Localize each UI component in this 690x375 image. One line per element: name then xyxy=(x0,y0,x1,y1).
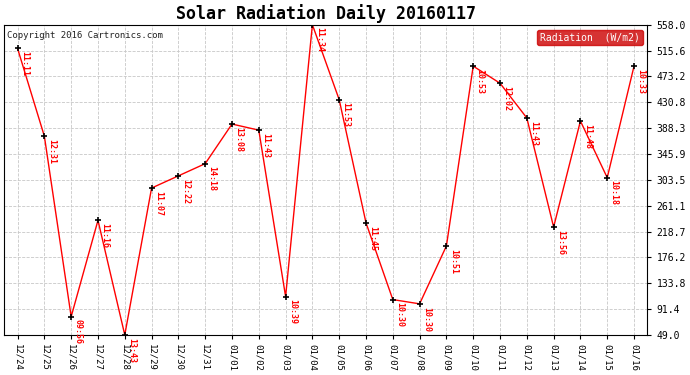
Text: 09:56: 09:56 xyxy=(74,320,83,344)
Text: 10:30: 10:30 xyxy=(395,302,404,327)
Text: 13:43: 13:43 xyxy=(127,338,136,363)
Text: 11:34: 11:34 xyxy=(315,27,324,53)
Text: 11:45: 11:45 xyxy=(368,226,377,251)
Text: 11:11: 11:11 xyxy=(20,51,29,76)
Text: 11:43: 11:43 xyxy=(262,133,270,158)
Text: 14:18: 14:18 xyxy=(208,166,217,192)
Text: 12:22: 12:22 xyxy=(181,178,190,204)
Text: 11:16: 11:16 xyxy=(101,223,110,248)
Text: 11:53: 11:53 xyxy=(342,102,351,128)
Text: 13:08: 13:08 xyxy=(235,127,244,152)
Text: 10:51: 10:51 xyxy=(449,249,458,274)
Text: 10:33: 10:33 xyxy=(636,69,645,94)
Text: 11:43: 11:43 xyxy=(529,121,538,146)
Text: 12:31: 12:31 xyxy=(47,139,56,164)
Text: Copyright 2016 Cartronics.com: Copyright 2016 Cartronics.com xyxy=(8,31,164,40)
Text: 10:39: 10:39 xyxy=(288,299,297,324)
Text: 10:30: 10:30 xyxy=(422,307,431,332)
Text: 11:48: 11:48 xyxy=(583,124,592,149)
Text: 12:02: 12:02 xyxy=(502,86,511,111)
Text: 13:56: 13:56 xyxy=(556,230,565,255)
Text: 10:18: 10:18 xyxy=(610,180,619,206)
Legend: Radiation  (W/m2): Radiation (W/m2) xyxy=(537,30,642,45)
Text: 10:53: 10:53 xyxy=(475,69,484,94)
Text: 11:07: 11:07 xyxy=(154,191,163,216)
Title: Solar Radiation Daily 20160117: Solar Radiation Daily 20160117 xyxy=(176,4,476,23)
